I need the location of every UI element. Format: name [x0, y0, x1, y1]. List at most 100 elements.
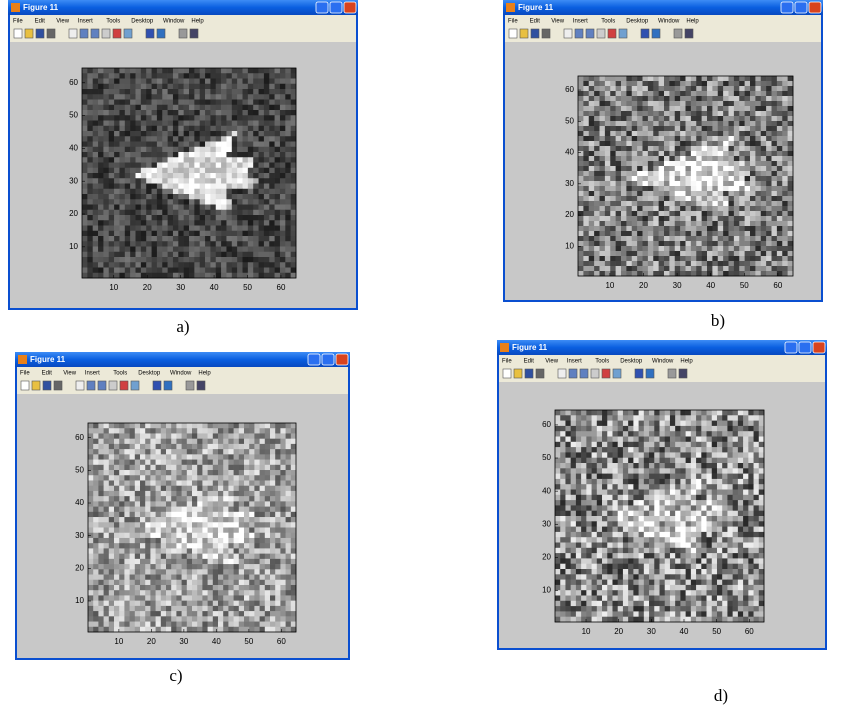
image-pixel [136, 110, 142, 116]
image-pixel [114, 189, 120, 195]
image-pixel [286, 533, 292, 539]
image-pixel [208, 433, 214, 439]
image-pixel [632, 246, 638, 251]
image-pixel [168, 178, 174, 184]
y-tick-label: 20 [565, 210, 574, 219]
image-pixel [707, 256, 713, 261]
image-pixel [707, 261, 713, 266]
image-pixel [777, 171, 783, 176]
image-pixel [680, 121, 686, 126]
image-pixel [208, 423, 214, 429]
image-pixel [243, 157, 249, 163]
image-pixel [243, 84, 249, 90]
image-pixel [659, 261, 665, 266]
menu-item: Edit [35, 19, 46, 25]
image-pixel [766, 231, 772, 236]
image-pixel [200, 205, 206, 211]
image-pixel [712, 221, 718, 226]
image-pixel [114, 110, 120, 116]
image-pixel [264, 136, 270, 142]
image-pixel [202, 486, 208, 492]
image-pixel [686, 86, 692, 91]
image-pixel [210, 152, 216, 158]
image-pixel [125, 100, 131, 106]
image-pixel [761, 126, 767, 131]
image-pixel [755, 216, 761, 221]
image-pixel [234, 554, 240, 560]
image-pixel [766, 151, 772, 156]
image-pixel [145, 491, 151, 497]
image-pixel [275, 136, 281, 142]
image-pixel [259, 236, 265, 242]
image-pixel [119, 616, 125, 622]
image-pixel [280, 163, 286, 169]
image-pixel [653, 266, 659, 271]
image-pixel [632, 271, 638, 276]
image-pixel [189, 115, 195, 121]
image-pixel [712, 86, 718, 91]
image-pixel [691, 191, 697, 196]
image-pixel [157, 157, 163, 163]
image-pixel [621, 271, 627, 276]
image-pixel [254, 616, 260, 622]
image-pixel [141, 220, 147, 226]
image-pixel [772, 91, 778, 96]
image-pixel [594, 171, 600, 176]
image-pixel [173, 79, 179, 85]
image-pixel [275, 507, 281, 513]
image-pixel [208, 543, 214, 549]
image-pixel [750, 146, 756, 151]
image-pixel [280, 73, 286, 79]
image-pixel [135, 564, 141, 570]
image-pixel [686, 121, 692, 126]
title-bar [8, 0, 358, 15]
image-pixel [594, 126, 600, 131]
image-pixel [218, 465, 224, 471]
image-pixel [93, 564, 99, 570]
image-pixel [200, 126, 206, 132]
image-pixel [216, 210, 222, 216]
image-pixel [119, 569, 125, 575]
image-pixel [755, 171, 761, 176]
image-pixel [98, 73, 104, 79]
image-pixel [93, 110, 99, 116]
image-pixel [88, 601, 94, 607]
image-pixel [761, 251, 767, 256]
toolbar-icon [531, 29, 539, 38]
image-pixel [232, 226, 238, 232]
image-pixel [234, 580, 240, 586]
image-pixel [213, 475, 219, 481]
image-pixel [130, 100, 136, 106]
image-pixel [669, 111, 675, 116]
image-pixel [135, 475, 141, 481]
image-pixel [130, 439, 136, 445]
image-pixel [221, 210, 227, 216]
image-pixel [637, 221, 643, 226]
image-pixel [637, 126, 643, 131]
image-pixel [755, 146, 761, 151]
image-pixel [140, 569, 146, 575]
image-pixel [145, 444, 151, 450]
image-pixel [119, 94, 125, 100]
image-pixel [782, 211, 788, 216]
image-pixel [653, 191, 659, 196]
image-pixel [691, 136, 697, 141]
image-pixel [616, 221, 622, 226]
image-pixel [280, 564, 286, 570]
image-pixel [114, 554, 120, 560]
image-pixel [702, 246, 708, 251]
image-pixel [286, 595, 292, 601]
image-pixel [707, 246, 713, 251]
image-pixel [104, 611, 110, 617]
image-pixel [653, 171, 659, 176]
image-pixel [109, 611, 115, 617]
image-pixel [605, 136, 611, 141]
image-pixel [114, 454, 120, 460]
image-pixel [750, 136, 756, 141]
image-pixel [745, 246, 751, 251]
image-pixel [264, 126, 270, 132]
image-pixel [140, 622, 146, 628]
image-pixel [777, 241, 783, 246]
image-pixel [109, 460, 115, 466]
image-pixel [145, 512, 151, 518]
